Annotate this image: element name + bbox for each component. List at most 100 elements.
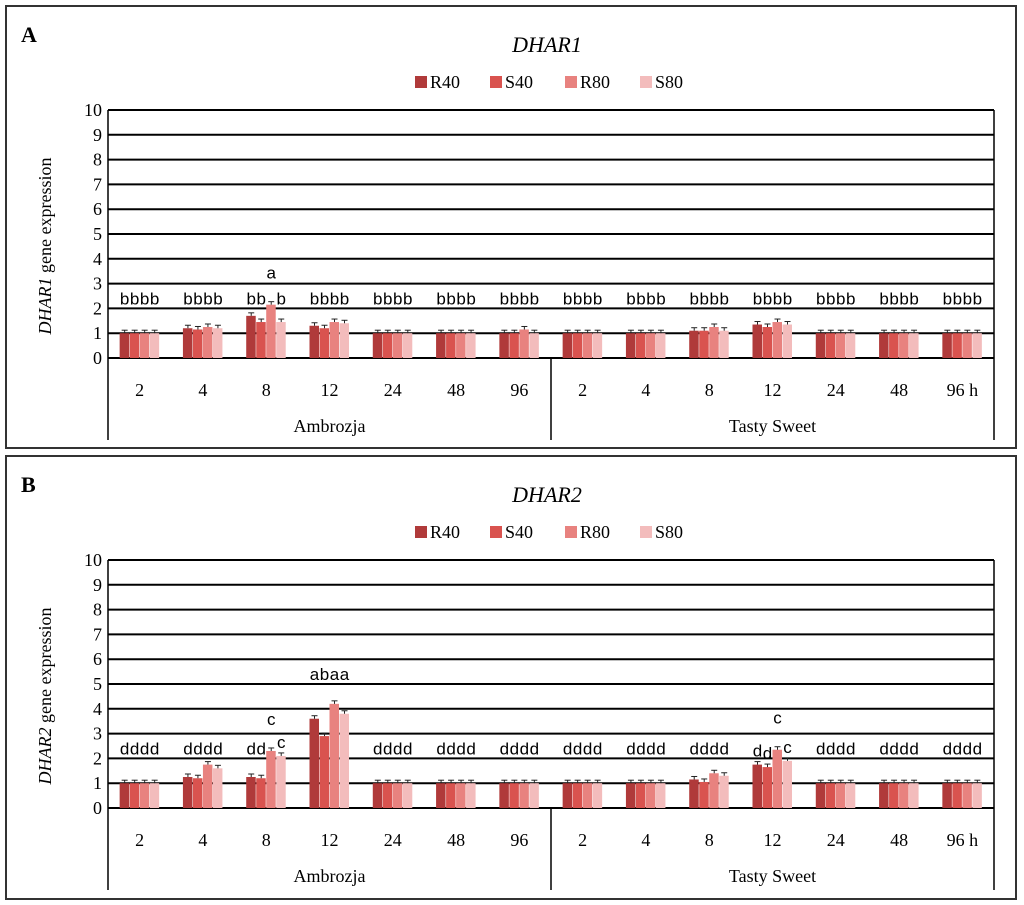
chart-a-bar-r80-11 [835, 333, 846, 358]
chart-b-bar-r40-0 [119, 783, 130, 808]
chart-b-bar-r40-1 [182, 777, 193, 808]
chart-panel-a: A DHAR1 R40 S40 R80 S80 0 1 2 3 4 5 6 7 8 9 10 DHAR1 gene… [5, 5, 1017, 449]
chart-a-legend-swatch-r80 [565, 76, 577, 88]
chart-b-y-tick-label: 8 [93, 600, 102, 620]
chart-a-bar-r40-8 [625, 333, 636, 358]
chart-a-legend-label-r40: R40 [430, 72, 460, 92]
chart-b-bar-s40-1 [192, 778, 203, 808]
chart-b-significance-letter: d [826, 739, 835, 758]
chart-b-bar-s80-1 [212, 768, 223, 808]
chart-b-significance-letter: a [330, 665, 340, 684]
chart-a-significance-letter: b [446, 289, 455, 308]
chart-a-legend-swatch-s80 [640, 76, 652, 88]
chart-b-significance-letter: d [246, 739, 255, 758]
chart-b-bar-r40-13 [942, 783, 952, 808]
chart-b-bar-s40-3 [319, 736, 329, 808]
chart-a-significance-letter: b [520, 289, 529, 308]
chart-b-significance-letter: d [656, 739, 665, 758]
chart-a-y-tick-label: 8 [93, 150, 102, 170]
chart-b-bar-r80-2 [266, 750, 276, 808]
chart-a-significance-letter: b [816, 289, 825, 308]
chart-b-significance-letter: d [256, 739, 265, 758]
chart-a-bar-r40-9 [689, 330, 699, 358]
chart-a-y-tick-label: 6 [93, 199, 102, 219]
chart-b-bar-r40-10 [752, 764, 762, 808]
chart-a-bar-r80-4 [392, 333, 403, 358]
chart-a-bar-r40-13 [942, 333, 952, 358]
chart-b-significance-letter: d [973, 739, 982, 758]
chart-a-bar-s80-12 [909, 333, 919, 358]
chart-b-bar-s40-8 [635, 783, 646, 808]
chart-a-significance-letter: b [699, 289, 708, 308]
chart-b-bar-s40-11 [825, 783, 836, 808]
chart-a-y-tick-label: 10 [84, 100, 102, 120]
chart-a-bar-s40-6 [509, 333, 519, 358]
chart-b-significance-letter: c [267, 710, 276, 729]
chart-b-significance-letter: d [573, 739, 582, 758]
chart-b-y-tick-label: 2 [93, 748, 102, 768]
chart-b-y-tick-label: 3 [93, 724, 102, 744]
chart-b-significance-letter: c [773, 709, 782, 728]
chart-a-significance-letter: b [963, 289, 972, 308]
chart-a-bar-s80-0 [149, 333, 160, 358]
chart-a-significance-letter: b [593, 289, 602, 308]
chart-b-y-tick-label: 1 [93, 773, 102, 793]
chart-b-significance-letter: d [699, 739, 708, 758]
chart-a-y-tick-label: 7 [93, 174, 102, 194]
chart-a-panel-label: A [21, 22, 37, 47]
chart-b-significance-letter: b [320, 665, 329, 684]
chart-b-bar-r80-11 [835, 783, 846, 808]
chart-b-bar-s80-4 [402, 783, 413, 808]
chart-a-x-tick-label: 2 [578, 380, 587, 400]
chart-a-significance-letter: b [846, 289, 855, 308]
chart-a-x-tick-label: 96 [510, 380, 528, 400]
chart-a-significance-letter: b [320, 289, 329, 308]
chart-b-bar-s80-5 [466, 783, 476, 808]
chart-a-significance-letter: b [150, 289, 159, 308]
chart-a-legend-label-s40: S40 [505, 72, 533, 92]
chart-a-legend-swatch-r40 [415, 76, 427, 88]
chart-a-significance-letter: b [783, 289, 792, 308]
chart-b-bar-r80-8 [645, 783, 656, 808]
chart-a-significance-letter: b [899, 289, 908, 308]
chart-a-bar-s40-9 [699, 330, 709, 358]
chart-a-bar-r40-3 [309, 325, 319, 358]
chart-a-significance-letter: a [266, 264, 276, 283]
chart-a-significance-letter: b [120, 289, 129, 308]
chart-a-significance-letter: b [909, 289, 918, 308]
chart-a-y-tick-label: 9 [93, 125, 102, 145]
chart-b-bar-s80-8 [655, 783, 666, 808]
chart-b-significance-letter: d [593, 739, 602, 758]
chart-b-bar-s80-9 [719, 775, 729, 808]
chart-a-significance-letter: b [879, 289, 888, 308]
chart-b-significance-letter: d [203, 739, 212, 758]
chart-a-bar-s40-7 [572, 333, 583, 358]
chart-a-significance-letter: b [203, 289, 212, 308]
chart-a-title: DHAR1 [511, 32, 582, 57]
chart-b-significance-letter: d [899, 739, 908, 758]
chart-a-bar-s80-6 [529, 333, 539, 358]
chart-b-bar-r40-9 [689, 779, 699, 808]
chart-b-significance-letter: d [646, 739, 655, 758]
chart-a-significance-letter: b [130, 289, 139, 308]
chart-a-bar-s40-3 [319, 328, 329, 358]
chart-a-significance-letter: b [183, 289, 192, 308]
chart-a-legend-swatch-s40 [490, 76, 502, 88]
chart-b-bar-r40-8 [625, 783, 636, 808]
chart-a-bar-s80-7 [592, 333, 603, 358]
chart-a-significance-letter: b [340, 289, 349, 308]
chart-a-bar-s40-5 [446, 333, 456, 358]
chart-b-x-tick-label: 12 [321, 830, 339, 850]
chart-a-bar-s40-4 [382, 333, 393, 358]
chart-b-bar-s40-9 [699, 781, 709, 808]
chart-a-group-label-1: Tasty Sweet [729, 416, 816, 436]
chart-a-x-tick-label: 4 [641, 380, 650, 400]
chart-a-x-tick-label: 12 [321, 380, 339, 400]
chart-b-bar-r80-9 [709, 773, 719, 808]
chart-b-significance-letter: d [846, 739, 855, 758]
chart-a-x-tick-label: 48 [447, 380, 465, 400]
chart-a-bar-s80-3 [339, 323, 349, 358]
chart-a-significance-letter: b [753, 289, 762, 308]
chart-b-y-tick-label: 0 [93, 798, 102, 818]
chart-b-y-tick-label: 9 [93, 575, 102, 595]
